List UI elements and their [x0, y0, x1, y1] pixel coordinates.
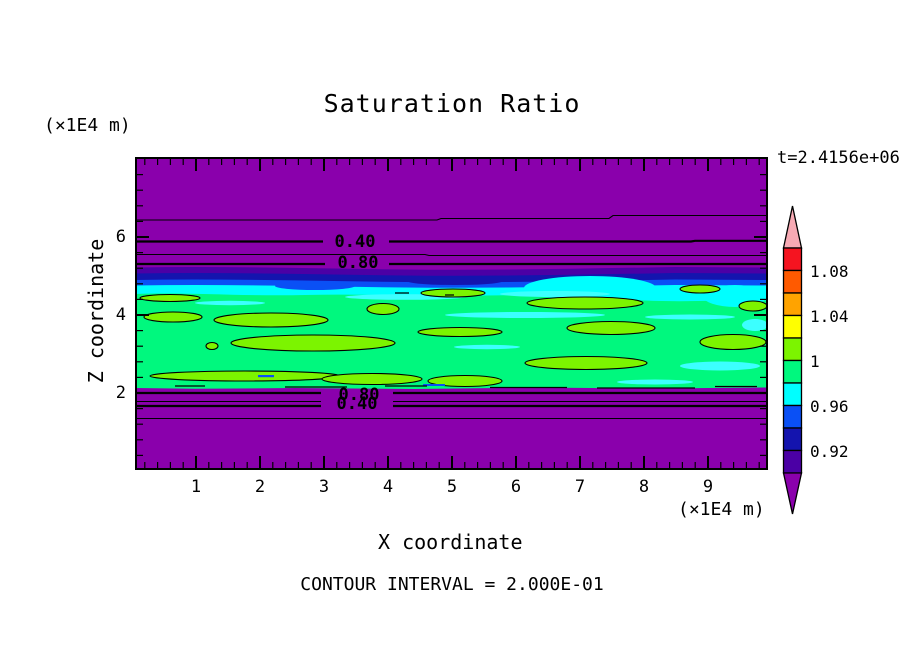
colorbar-tick-label: 1 — [810, 351, 820, 371]
colorbar-cell-red — [782, 247, 803, 272]
colorbar-cell-indigo — [782, 449, 803, 474]
contour-plot — [135, 157, 768, 470]
colorbar-cell-chartreuse — [782, 337, 803, 362]
y-axis-unit-label: (×1E4 m) — [44, 115, 131, 136]
blue-dash — [423, 384, 445, 386]
colorbar-cells — [782, 247, 803, 474]
colorbar-cell-navy — [782, 427, 803, 452]
x-tick-label: 3 — [318, 477, 330, 497]
colorbar — [782, 205, 803, 515]
x-tick-label: 2 — [254, 477, 266, 497]
colorbar-tick-label: 0.96 — [810, 396, 849, 416]
x-axis-unit-label: (×1E4 m) — [678, 499, 765, 520]
contour-label-upper-040: 0.40 — [334, 232, 376, 252]
navy-bulge — [407, 277, 503, 285]
colorbar-cell-green — [782, 359, 803, 384]
colorbar-cell-yellow — [782, 314, 803, 339]
blue-bulge — [275, 282, 355, 290]
contour-label-lower-080: 0.80 — [338, 385, 380, 405]
x-tick-label: 6 — [510, 477, 522, 497]
x-tick-label: 4 — [382, 477, 394, 497]
contour-label-lower-040: 0.40 — [336, 394, 378, 414]
x-axis-title: X coordinate — [378, 530, 523, 554]
y-tick-label: 4 — [115, 305, 126, 325]
blue-dash — [258, 375, 274, 378]
x-tick-label: 9 — [702, 477, 714, 497]
contour-label-upper-080: 0.80 — [337, 253, 379, 273]
y-tick-label: 6 — [115, 227, 126, 247]
x-tick-label: 5 — [446, 477, 458, 497]
chartreuse-patches — [139, 284, 768, 388]
x-tick-label: 8 — [638, 477, 650, 497]
colorbar-cell-cyan — [782, 382, 803, 407]
plot-frame — [135, 157, 768, 470]
time-annotation: t=2.4156e+06 — [777, 148, 900, 168]
colorbar-tick-label: 0.92 — [810, 441, 849, 461]
colorbar-cell-blue — [782, 404, 803, 429]
colorbar-tick-label: 1.08 — [810, 261, 849, 281]
x-tick-label: 1 — [190, 477, 202, 497]
contour-lines — [135, 214, 768, 420]
x-tick-label: 7 — [574, 477, 586, 497]
colorbar-arrow-up — [782, 205, 803, 249]
colorbar-cell-orange — [782, 292, 803, 317]
colorbar-arrow-down — [782, 472, 803, 515]
colorbar-tick-label: 1.04 — [810, 306, 849, 326]
colorbar-cell-orangered — [782, 269, 803, 294]
chart-title: Saturation Ratio — [323, 89, 581, 118]
y-tick-label: 2 — [115, 383, 126, 403]
contour-interval-note: CONTOUR INTERVAL = 2.000E-01 — [300, 574, 604, 595]
axis-ticks — [137, 159, 766, 468]
